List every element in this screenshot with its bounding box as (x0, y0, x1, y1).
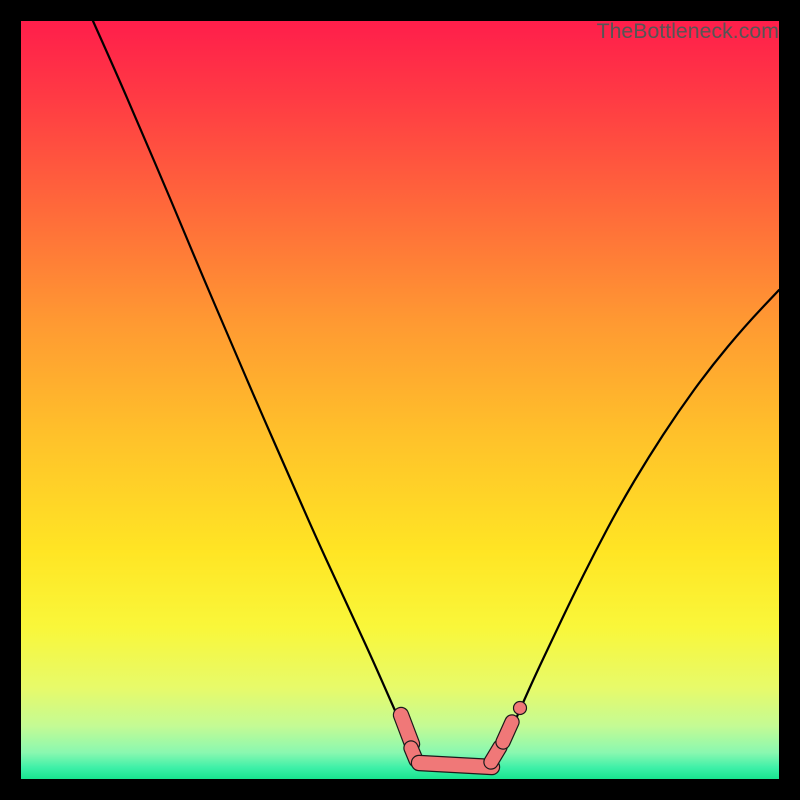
marker-segment (503, 722, 512, 742)
marker-segment (419, 763, 492, 767)
plot-area (21, 21, 779, 779)
marker-layer (21, 21, 779, 779)
marker-segment (491, 747, 500, 762)
chart-container: TheBottleneck.com (0, 0, 800, 800)
watermark-text: TheBottleneck.com (597, 19, 779, 44)
marker-dot (514, 702, 527, 715)
